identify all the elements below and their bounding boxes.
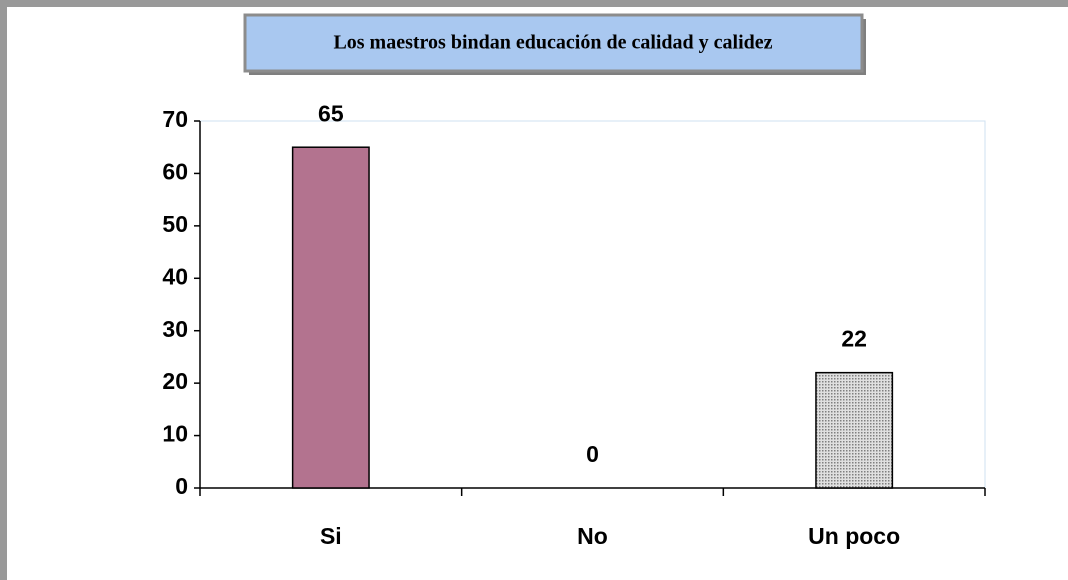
data-label: 22 xyxy=(841,326,867,352)
chart-title: Los maestros bindan educación de calidad… xyxy=(333,32,772,54)
y-tick-label: 70 xyxy=(162,106,188,132)
x-tick-label: Un poco xyxy=(808,523,900,549)
y-tick-label: 0 xyxy=(175,473,188,499)
y-tick-label: 40 xyxy=(162,263,188,289)
y-tick-label: 20 xyxy=(162,368,188,394)
y-tick-label: 50 xyxy=(162,211,188,237)
y-tick-label: 10 xyxy=(162,421,188,447)
data-label: 0 xyxy=(586,441,599,467)
y-tick-label: 30 xyxy=(162,316,188,342)
x-tick-label: No xyxy=(577,523,608,549)
frame-top xyxy=(0,0,1068,7)
bar xyxy=(291,146,370,489)
bar xyxy=(815,371,894,489)
title-box xyxy=(243,13,864,73)
frame-left xyxy=(0,0,7,580)
x-tick-label: Si xyxy=(320,523,342,549)
y-tick-label: 60 xyxy=(162,159,188,185)
data-label: 65 xyxy=(318,100,344,126)
